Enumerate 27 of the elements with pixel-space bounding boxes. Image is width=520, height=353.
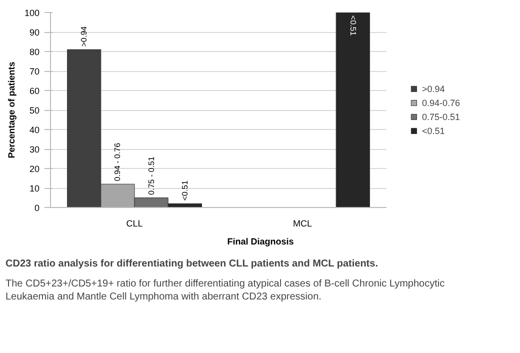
y-tick-label: 90 bbox=[29, 28, 40, 38]
annotation: <0.51 bbox=[348, 15, 358, 36]
x-tick-label: MCL bbox=[293, 218, 312, 228]
y-tick-label: 0 bbox=[34, 203, 40, 213]
text: The CD5+23+/CD5+19+ ratio for further differentiating atypical cases of B-cell Chronic Lymphocytic Leukaemia and Mantle Cell Lymphoma with aberrant CD23 expression. bbox=[6, 278, 445, 302]
annotation: <0.51 bbox=[180, 180, 190, 201]
y-tick-label: 60 bbox=[29, 86, 40, 96]
y-tick-label: 10 bbox=[29, 184, 40, 194]
y-tick-label: 70 bbox=[29, 66, 40, 76]
y-tick-label: 30 bbox=[29, 144, 40, 154]
y-tick-label: 20 bbox=[29, 164, 40, 174]
y-tick-label: 50 bbox=[29, 106, 40, 116]
y-tick-label: 40 bbox=[29, 125, 40, 135]
legend-label: >0.94 bbox=[422, 84, 445, 94]
text: CD23 ratio analysis for differentiating between CLL patients and MCL patients. bbox=[6, 258, 378, 270]
y-tick-label: 100 bbox=[24, 8, 40, 18]
legend-label: <0.51 bbox=[422, 126, 445, 136]
legend-label: 0.94-0.76 bbox=[422, 98, 460, 108]
bar bbox=[336, 12, 370, 208]
x-tick-label: CLL bbox=[126, 218, 143, 228]
legend-label: 0.75-0.51 bbox=[422, 112, 460, 122]
y-tick-label: 80 bbox=[29, 47, 40, 57]
annotation: 0.75 - 0.51 bbox=[146, 156, 156, 195]
annotation: >0.94 bbox=[80, 26, 89, 47]
x-axis-title: Final Diagnosis bbox=[227, 236, 294, 246]
annotation: 0.94 - 0.76 bbox=[113, 142, 122, 182]
y-axis-title: Percentage of patients bbox=[6, 62, 16, 158]
